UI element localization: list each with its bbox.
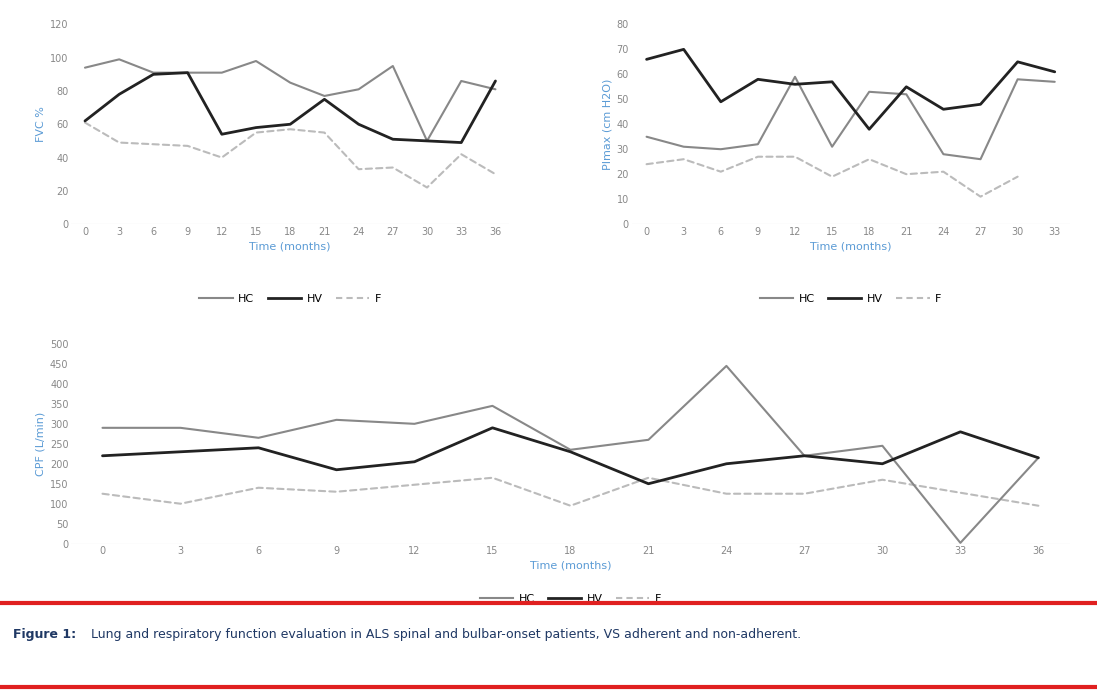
X-axis label: Time (months): Time (months) bbox=[249, 241, 331, 251]
Text: Figure 1:: Figure 1: bbox=[13, 628, 77, 641]
Text: Lung and respiratory function evaluation in ALS spinal and bulbar-onset patients: Lung and respiratory function evaluation… bbox=[91, 628, 801, 641]
Y-axis label: CPF (L/min): CPF (L/min) bbox=[36, 412, 46, 476]
Y-axis label: PImax (cm H2O): PImax (cm H2O) bbox=[602, 79, 612, 170]
Legend: HC, HV, F: HC, HV, F bbox=[475, 589, 666, 608]
Legend: HC, HV, F: HC, HV, F bbox=[195, 289, 385, 309]
Y-axis label: FVC %: FVC % bbox=[36, 107, 46, 142]
X-axis label: Time (months): Time (months) bbox=[530, 560, 611, 571]
Legend: HC, HV, F: HC, HV, F bbox=[756, 289, 946, 309]
X-axis label: Time (months): Time (months) bbox=[810, 241, 892, 251]
